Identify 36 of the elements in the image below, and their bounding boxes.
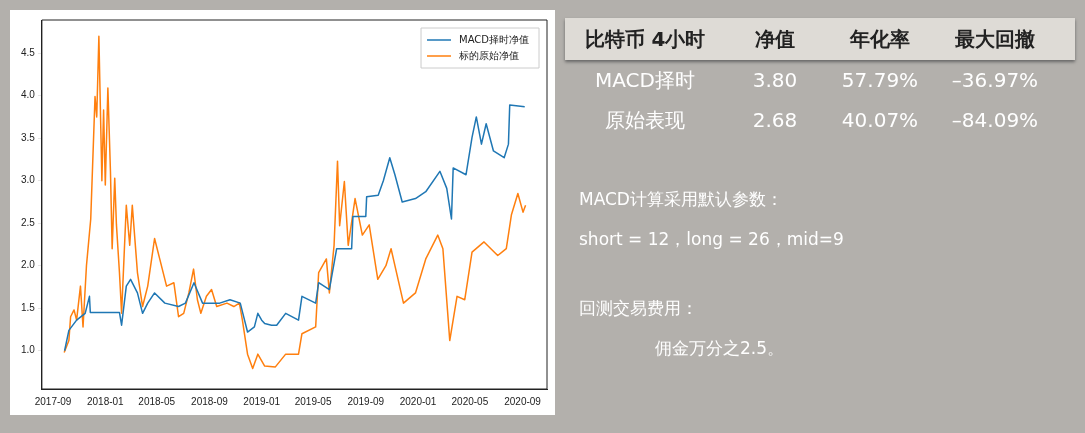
legend-label: 标的原始净值	[458, 49, 520, 61]
x-tick-label: 2020-01	[399, 395, 437, 407]
text: 57.79%	[840, 68, 920, 92]
x-tick-label: 2018-01	[86, 395, 125, 407]
text: 净值	[754, 25, 796, 53]
x-tick-label: 2018-05	[138, 395, 176, 407]
x-tick-label: 2019-09	[347, 395, 385, 407]
text: 40.07%	[840, 108, 920, 132]
y-tick-label: 4.5	[21, 46, 36, 58]
text: 比特币 4小时	[583, 25, 707, 53]
x-tick-label: 2020-09	[504, 395, 542, 407]
text: 佣金万分之2.5。	[655, 337, 786, 360]
text: 回测交易费用：	[579, 297, 699, 320]
x-tick-label: 2020-05	[451, 395, 489, 407]
y-tick-label: 2.0	[21, 259, 36, 271]
y-tick-label: 3.5	[21, 131, 36, 143]
text: 原始表现	[604, 106, 686, 134]
x-tick-label: 2017-09	[34, 395, 72, 407]
x-tick-label: 2019-01	[243, 395, 281, 407]
text: 年化率	[848, 25, 911, 53]
y-tick-label: 2.5	[21, 216, 36, 228]
text: 3.80	[751, 68, 799, 92]
y-tick-label: 3.0	[21, 174, 36, 186]
text: MACD计算采用默认参数：	[579, 188, 784, 211]
text: 最大回撤	[954, 25, 1036, 53]
legend-label: MACD择时净值	[459, 33, 530, 45]
x-tick-label: 2019-05	[294, 395, 332, 407]
text: short = 12，long = 26，mid=9	[579, 228, 845, 251]
text: –84.09%	[950, 108, 1040, 132]
y-tick-label: 1.5	[21, 301, 36, 313]
text: 2.68	[751, 108, 799, 132]
text: –36.97%	[950, 68, 1040, 92]
y-tick-label: 4.0	[21, 89, 36, 101]
y-tick-label: 1.0	[21, 344, 36, 356]
text: MACD择时	[594, 66, 696, 94]
x-tick-label: 2018-09	[191, 395, 229, 407]
